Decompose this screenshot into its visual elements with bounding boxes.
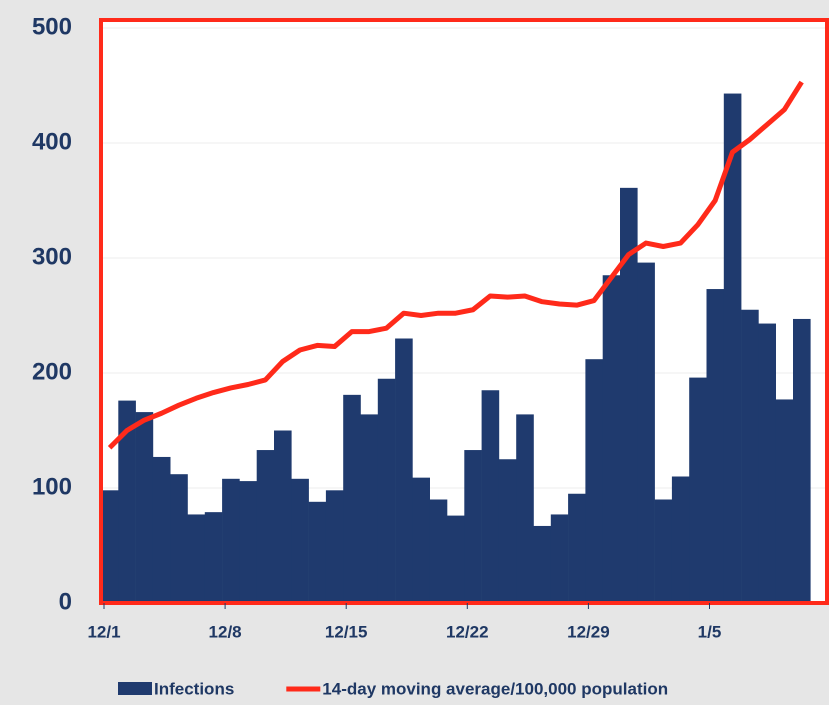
bar [706, 289, 725, 603]
bar [689, 377, 707, 603]
bar [758, 323, 776, 603]
x-tick-label: 12/29 [567, 622, 610, 641]
bar [671, 476, 690, 603]
bar [395, 338, 413, 603]
y-tick-label: 500 [32, 13, 72, 40]
bar [429, 499, 448, 603]
bar [256, 450, 275, 603]
bar [343, 394, 361, 603]
bar [187, 514, 206, 603]
bar [654, 499, 673, 603]
bar [152, 456, 171, 603]
x-tick-label: 12/22 [446, 622, 489, 641]
y-tick-label: 300 [32, 243, 72, 270]
bar [412, 477, 430, 603]
bar [222, 478, 240, 603]
bar [135, 412, 154, 603]
bar [291, 478, 309, 603]
bar [360, 414, 379, 603]
bar [377, 378, 396, 603]
y-tick-label: 200 [32, 358, 72, 385]
bar [741, 309, 759, 603]
bar [447, 515, 465, 603]
bar [620, 187, 638, 603]
x-tick-label: 12/1 [87, 622, 120, 641]
bar [775, 399, 794, 603]
y-tick-label: 400 [32, 128, 72, 155]
bar [533, 525, 552, 603]
bar [118, 400, 136, 603]
bar [793, 318, 811, 603]
plot-border [99, 18, 829, 605]
bar [602, 275, 621, 603]
y-tick-label: 100 [32, 473, 72, 500]
bar [723, 93, 742, 604]
bar [516, 414, 534, 603]
x-tick-label: 12/8 [209, 622, 242, 641]
y-tick-label: 0 [59, 588, 72, 615]
bar [550, 514, 569, 603]
x-tick-label: 12/15 [325, 622, 368, 641]
bar [637, 262, 655, 603]
bar [274, 430, 292, 603]
line [107, 80, 804, 450]
legend-label: 14-day moving average/100,000 population [322, 679, 668, 698]
bar [170, 474, 188, 603]
legend-label: Infections [154, 679, 234, 698]
bar [585, 359, 603, 603]
bar [101, 490, 119, 603]
bar [239, 481, 257, 603]
bar [464, 450, 482, 603]
bar [308, 501, 327, 603]
bar [204, 512, 223, 603]
bar [568, 493, 586, 603]
x-tick-label: 1/5 [698, 622, 722, 641]
bar [481, 390, 500, 603]
legend-swatch [118, 682, 152, 695]
bar [325, 490, 344, 603]
bar [498, 459, 517, 603]
